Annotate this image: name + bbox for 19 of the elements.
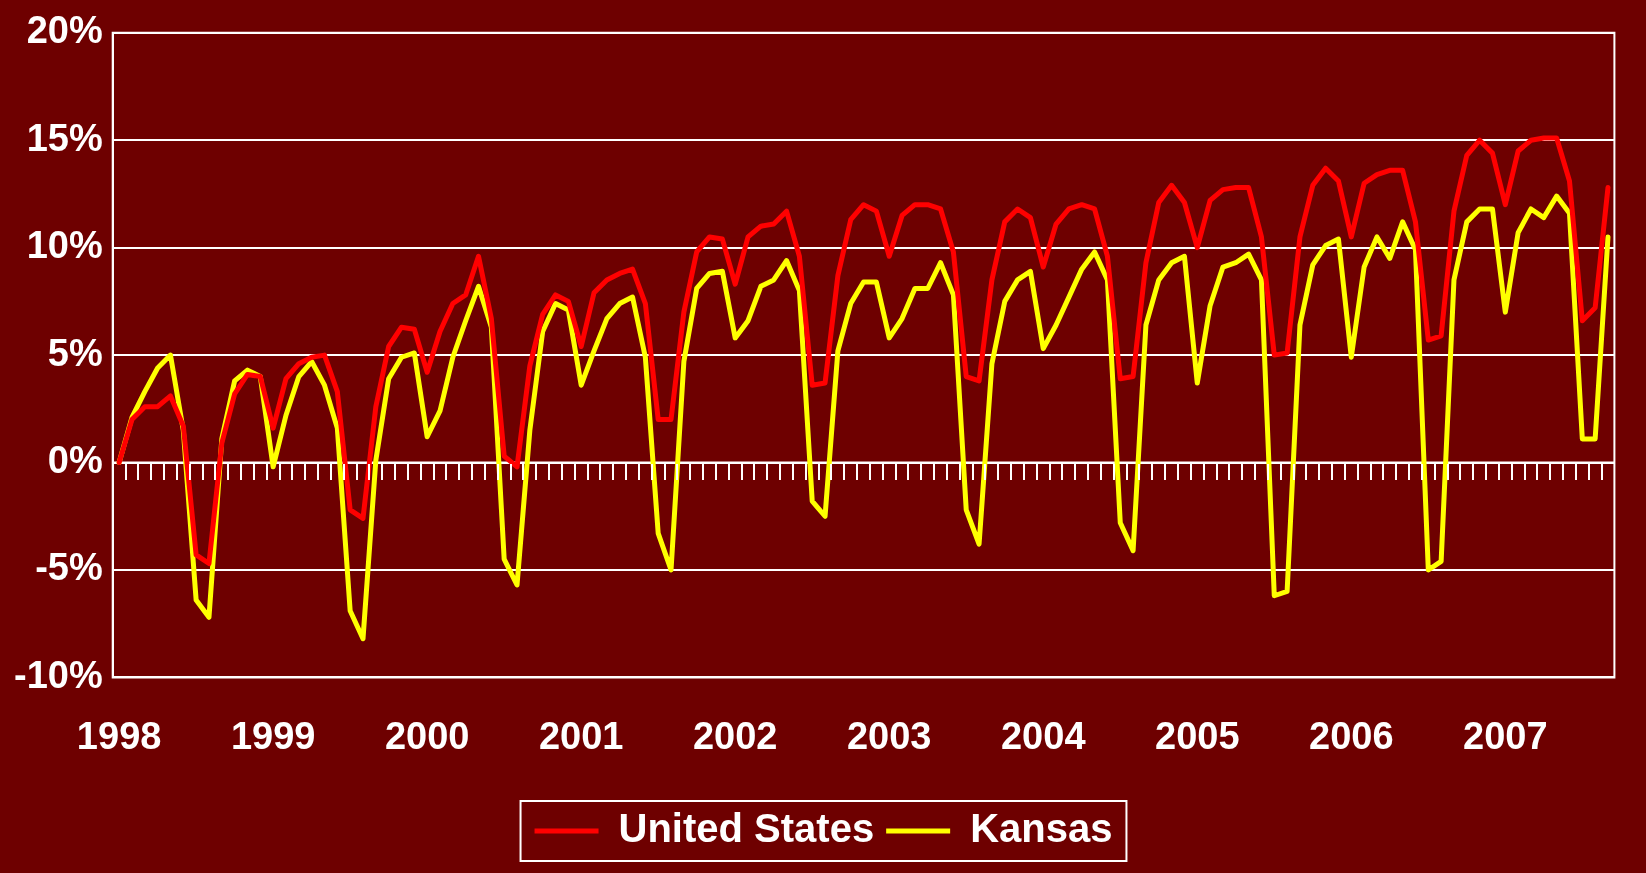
x-tick-label: 2005: [1154, 714, 1240, 757]
y-tick-label: -10%: [13, 653, 103, 696]
x-tick-label: 2001: [538, 714, 624, 757]
x-tick-label: 2002: [692, 714, 778, 757]
y-tick-label: 15%: [26, 116, 103, 159]
x-tick-label: 2003: [846, 714, 932, 757]
y-tick-label: 20%: [26, 9, 103, 52]
y-tick-label: -5%: [35, 546, 103, 589]
x-tick-label: 2004: [1000, 714, 1086, 757]
x-tick-label: 2000: [384, 714, 470, 757]
legend-label: United States: [618, 806, 875, 851]
x-tick-label: 2006: [1309, 714, 1394, 757]
x-tick-label: 1999: [230, 714, 316, 757]
x-tick-label: 1998: [76, 714, 162, 757]
y-tick-label: 0%: [47, 439, 103, 482]
x-tick-label: 2007: [1463, 714, 1548, 757]
y-tick-label: 10%: [26, 224, 103, 267]
y-tick-label: 5%: [47, 331, 103, 374]
legend-label: Kansas: [970, 806, 1113, 851]
